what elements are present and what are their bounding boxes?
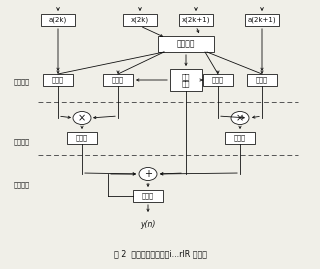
- Ellipse shape: [73, 111, 91, 125]
- Text: 三级流水: 三级流水: [14, 182, 30, 188]
- Text: 一级流水: 一级流水: [14, 79, 30, 85]
- Text: 寄存器: 寄存器: [76, 135, 88, 141]
- Bar: [247, 74, 277, 86]
- Text: 图 2  并行加流水线结构i...rIR 滤波器: 图 2 并行加流水线结构i...rIR 滤波器: [114, 250, 206, 259]
- Text: 控制
逻辑: 控制 逻辑: [182, 73, 190, 87]
- Ellipse shape: [139, 168, 157, 180]
- Ellipse shape: [231, 111, 249, 125]
- Text: a(2k+1): a(2k+1): [248, 17, 276, 23]
- Bar: [41, 14, 75, 26]
- Bar: [67, 132, 97, 144]
- Bar: [133, 190, 163, 202]
- Text: 寄存器: 寄存器: [256, 77, 268, 83]
- Bar: [43, 74, 73, 86]
- Bar: [245, 14, 279, 26]
- Text: 寄存器: 寄存器: [212, 77, 224, 83]
- Text: ×: ×: [236, 113, 244, 123]
- Bar: [123, 14, 157, 26]
- Bar: [170, 69, 202, 91]
- Bar: [203, 74, 233, 86]
- Text: x(2k): x(2k): [131, 17, 149, 23]
- Bar: [225, 132, 255, 144]
- Text: ×: ×: [78, 113, 86, 123]
- Text: 交联网络: 交联网络: [177, 40, 195, 48]
- Bar: [103, 74, 133, 86]
- Bar: [158, 36, 214, 52]
- Bar: [179, 14, 213, 26]
- Text: 寄存器: 寄存器: [112, 77, 124, 83]
- Text: a(2k): a(2k): [49, 17, 67, 23]
- Text: 寄存器: 寄存器: [234, 135, 246, 141]
- Text: x(2k+1): x(2k+1): [182, 17, 210, 23]
- Text: +: +: [144, 169, 152, 179]
- Text: y(n): y(n): [140, 220, 156, 229]
- Text: 二级流水: 二级流水: [14, 139, 30, 145]
- Text: 寄存器: 寄存器: [142, 193, 154, 199]
- Text: 寄存器: 寄存器: [52, 77, 64, 83]
